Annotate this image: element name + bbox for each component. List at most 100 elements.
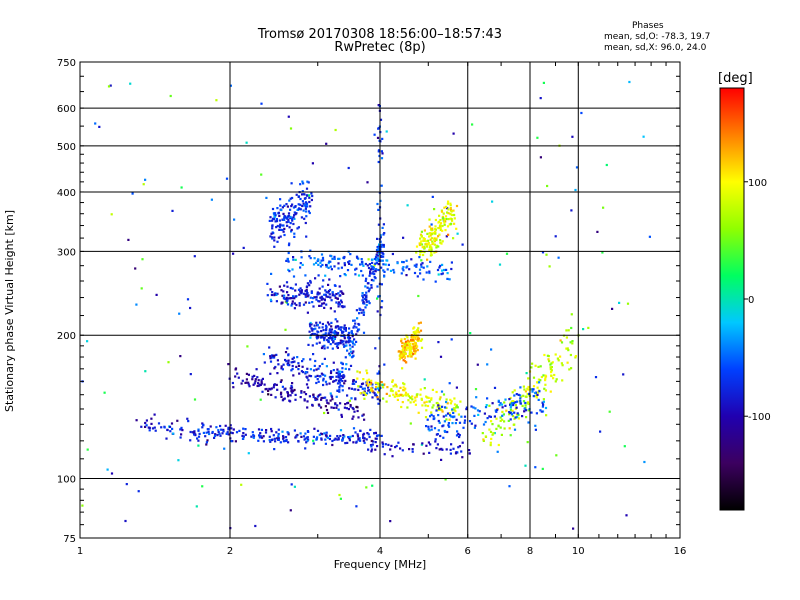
trace-point: [361, 299, 364, 302]
trace-point: [364, 306, 367, 309]
trace-point: [306, 371, 309, 374]
trace-point: [298, 293, 301, 296]
trace-point: [451, 219, 454, 222]
y-tick-label: 750: [57, 58, 76, 69]
trace-point: [430, 428, 433, 431]
noise-point: [493, 432, 496, 435]
trace-point: [409, 345, 412, 348]
trace-point: [355, 309, 358, 312]
noise-point: [225, 177, 229, 180]
trace-point: [271, 354, 274, 357]
trace-point: [320, 304, 323, 307]
trace-point: [348, 260, 351, 263]
trace-point: [343, 335, 346, 338]
trace-point: [330, 406, 333, 409]
trace-point: [290, 205, 293, 208]
trace-point: [449, 213, 452, 216]
trace-point: [331, 443, 334, 447]
trace-point: [273, 215, 277, 218]
noise-point: [179, 355, 182, 358]
trace-point: [345, 344, 348, 347]
trace-point: [323, 432, 326, 435]
trace-point: [201, 426, 204, 429]
trace-point: [325, 295, 328, 298]
trace-point: [333, 294, 336, 297]
trace-point: [362, 439, 365, 442]
trace-point: [544, 379, 547, 382]
trace-point: [320, 253, 324, 256]
streak-point: [377, 104, 380, 107]
trace-point: [260, 380, 263, 383]
trace-point: [285, 203, 288, 206]
streak-point: [377, 295, 380, 298]
trace-point: [569, 341, 572, 344]
trace-point: [364, 285, 367, 288]
noise-point: [461, 243, 464, 246]
trace-point: [314, 359, 317, 363]
trace-point: [544, 377, 547, 380]
trace-point: [411, 448, 414, 451]
noise-point: [141, 258, 144, 261]
trace-point: [308, 301, 311, 304]
noise-point: [293, 485, 296, 488]
trace-point: [339, 328, 342, 331]
trace-point: [335, 325, 338, 328]
trace-point: [358, 385, 361, 388]
trace-point: [490, 420, 493, 423]
trace-point: [333, 337, 336, 340]
trace-point: [453, 403, 457, 406]
trace-point: [441, 410, 444, 413]
trace-point: [416, 338, 419, 341]
noise-point: [423, 378, 426, 381]
trace-point: [465, 408, 468, 411]
noise-point: [169, 94, 172, 98]
noise-point: [570, 209, 573, 212]
trace-point: [367, 266, 371, 270]
trace-point: [534, 428, 537, 431]
trace-point: [290, 361, 293, 364]
trace-point: [463, 421, 466, 424]
trace-point: [271, 231, 274, 234]
noise-point: [86, 340, 89, 343]
trace-point: [398, 350, 401, 353]
trace-point: [359, 263, 362, 266]
trace-point: [438, 398, 441, 401]
trace-point: [330, 321, 333, 324]
trace-point: [516, 400, 519, 403]
trace-point: [316, 293, 319, 296]
trace-point: [291, 287, 294, 290]
trace-point: [492, 432, 495, 435]
trace-point: [392, 268, 395, 272]
trace-point: [331, 439, 334, 443]
trace-point: [320, 259, 323, 262]
trace-point: [457, 432, 460, 435]
trace-point: [334, 318, 337, 321]
trace-point: [308, 323, 312, 326]
trace-point: [405, 394, 408, 397]
trace-point: [453, 213, 456, 217]
trace-point: [534, 364, 537, 367]
trace-point: [544, 374, 547, 377]
noise-point: [618, 301, 621, 304]
trace-point: [282, 290, 285, 293]
trace-point: [445, 418, 448, 421]
noise-point: [323, 411, 326, 415]
trace-point: [341, 385, 344, 388]
trace-point: [153, 426, 156, 429]
trace-point: [385, 392, 388, 395]
trace-point: [400, 351, 403, 354]
trace-point: [417, 337, 420, 340]
trace-point: [308, 395, 311, 398]
trace-point: [242, 432, 245, 435]
trace-point: [362, 433, 365, 436]
trace-point: [453, 408, 456, 411]
trace-point: [241, 434, 244, 437]
trace-point: [338, 388, 341, 391]
trace-point: [391, 380, 394, 383]
trace-point: [208, 432, 211, 436]
trace-point: [302, 202, 305, 205]
trace-point: [345, 340, 348, 343]
trace-point: [332, 361, 335, 364]
trace-point: [352, 427, 356, 430]
trace-point: [302, 182, 305, 185]
